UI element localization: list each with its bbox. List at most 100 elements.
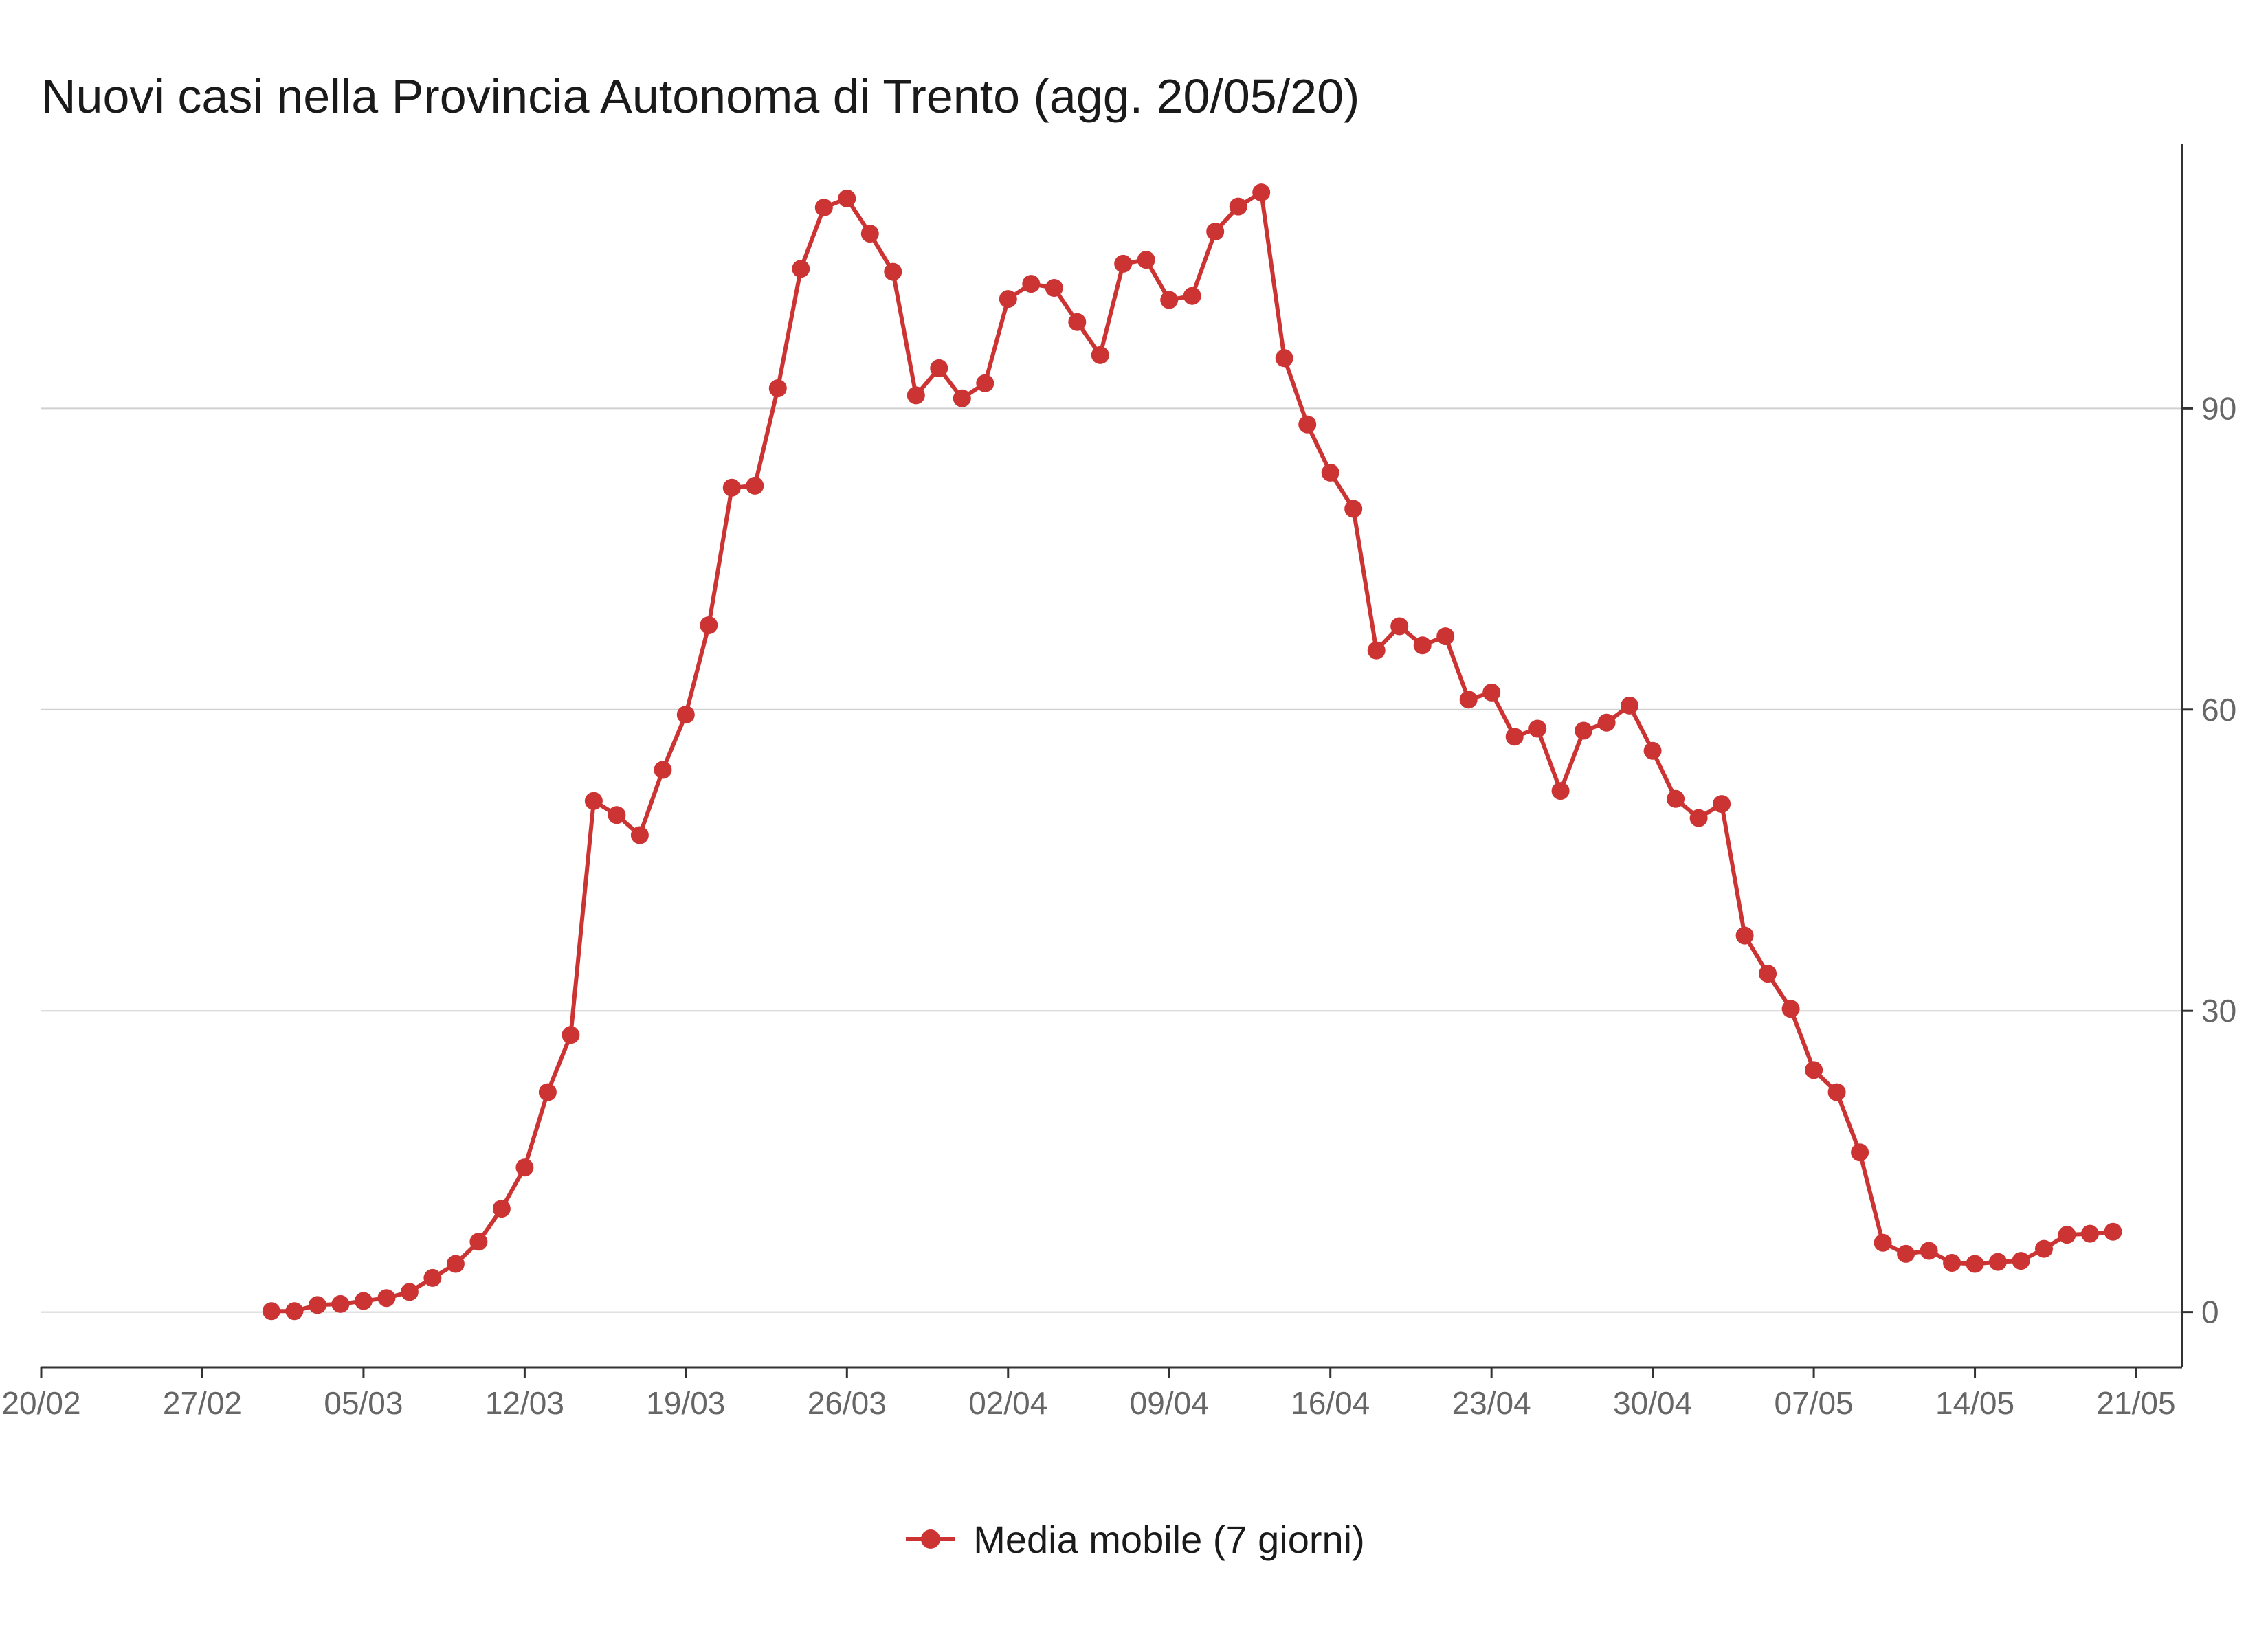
data-point-48 (1367, 641, 1386, 660)
data-point-57 (1575, 721, 1593, 740)
data-point-47 (1344, 500, 1363, 518)
data-point-67 (1805, 1061, 1823, 1079)
data-point-71 (1897, 1244, 1915, 1263)
data-point-29 (930, 359, 948, 377)
data-point-77 (2035, 1239, 2053, 1258)
data-point-23 (792, 260, 810, 278)
data-point-53 (1482, 683, 1501, 702)
data-point-28 (907, 386, 925, 405)
tick-labels: 0 30 60 90 20/02 27/02 05/03 12/03 19/03 26/03 02/… (1, 390, 2236, 1421)
data-point-75 (1989, 1253, 2007, 1271)
data-point-66 (1781, 1000, 1800, 1018)
data-point-8 (446, 1255, 465, 1273)
data-point-63 (1713, 795, 1731, 814)
data-point-38 (1137, 251, 1155, 269)
data-point-34 (1045, 279, 1063, 297)
data-point-0 (262, 1302, 280, 1321)
data-point-56 (1551, 782, 1570, 800)
x-tick-label-11: 07/05 (1775, 1385, 1854, 1421)
data-point-4 (354, 1292, 373, 1310)
data-point-59 (1621, 696, 1639, 715)
data-point-37 (1114, 254, 1133, 273)
data-point-72 (1920, 1242, 1938, 1260)
data-point-68 (1827, 1083, 1846, 1101)
data-point-20 (722, 478, 741, 497)
data-point-18 (676, 706, 695, 724)
data-point-43 (1252, 183, 1271, 202)
data-point-21 (746, 476, 764, 495)
data-point-31 (976, 374, 994, 392)
data-point-52 (1459, 691, 1478, 709)
data-point-12 (538, 1083, 557, 1101)
data-point-1 (285, 1302, 304, 1321)
data-point-39 (1160, 291, 1179, 309)
data-point-19 (700, 616, 718, 634)
data-point-11 (515, 1158, 534, 1177)
data-point-73 (1943, 1254, 1961, 1272)
data-point-44 (1275, 349, 1293, 368)
chart-title: Nuovi casi nella Provincia Autonoma di T… (41, 69, 1360, 123)
legend-key-dot (921, 1529, 941, 1549)
data-point-35 (1068, 313, 1087, 331)
data-point-30 (953, 389, 971, 407)
data-point-14 (584, 792, 603, 810)
data-point-41 (1206, 223, 1225, 241)
x-tick-label-8: 16/04 (1291, 1385, 1370, 1421)
data-point-7 (423, 1268, 442, 1287)
axes (40, 144, 2193, 1378)
x-tick-label-1: 27/02 (163, 1385, 242, 1421)
data-point-46 (1321, 463, 1339, 482)
data-point-32 (999, 290, 1017, 309)
data-point-25 (838, 189, 856, 207)
data-point-70 (1874, 1233, 1892, 1252)
data-point-60 (1643, 741, 1662, 760)
x-tick-label-5: 26/03 (808, 1385, 887, 1421)
data-point-5 (377, 1289, 396, 1308)
x-tick-label-2: 05/03 (324, 1385, 403, 1421)
data-point-49 (1390, 617, 1409, 636)
x-tick-label-3: 12/03 (485, 1385, 564, 1421)
y-tick-label-60: 60 (2201, 692, 2236, 728)
data-point-51 (1436, 627, 1455, 646)
data-point-50 (1413, 636, 1432, 655)
data-point-45 (1298, 415, 1317, 434)
y-tick-label-0: 0 (2201, 1294, 2219, 1330)
data-point-9 (469, 1233, 488, 1251)
data-point-64 (1735, 926, 1754, 945)
data-point-10 (492, 1200, 511, 1218)
legend-key (906, 1529, 956, 1549)
data-point-58 (1597, 713, 1616, 732)
data-point-16 (630, 826, 649, 844)
data-point-26 (860, 225, 879, 243)
x-tick-label-7: 09/04 (1130, 1385, 1209, 1421)
data-point-24 (814, 199, 833, 217)
data-point-3 (331, 1294, 350, 1313)
data-point-79 (2081, 1224, 2099, 1243)
gridlines (41, 407, 2182, 1313)
data-point-78 (2058, 1226, 2076, 1244)
data-point-15 (608, 806, 626, 824)
data-point-69 (1851, 1143, 1869, 1162)
series-line (271, 190, 2113, 1314)
legend-label: Media mobile (7 giorni) (973, 1517, 1365, 1561)
data-point-13 (562, 1026, 580, 1044)
data-point-65 (1759, 965, 1777, 983)
data-point-42 (1229, 197, 1247, 216)
data-point-6 (400, 1283, 419, 1301)
data-point-33 (1022, 275, 1041, 293)
legend: Media mobile (7 giorni) (0, 1508, 2268, 1570)
x-tick-label-12: 14/05 (1935, 1385, 2014, 1421)
series-line-path (271, 190, 2113, 1314)
data-point-76 (2012, 1252, 2030, 1270)
data-point-62 (1689, 809, 1708, 827)
data-point-17 (654, 761, 672, 779)
data-point-40 (1183, 287, 1201, 305)
data-point-55 (1528, 719, 1547, 738)
x-tick-label-4: 19/03 (646, 1385, 725, 1421)
y-tick-label-90: 90 (2201, 390, 2236, 426)
data-point-74 (1966, 1255, 1984, 1273)
data-point-22 (768, 379, 787, 398)
x-tick-label-9: 23/04 (1452, 1385, 1531, 1421)
data-point-36 (1091, 346, 1109, 364)
